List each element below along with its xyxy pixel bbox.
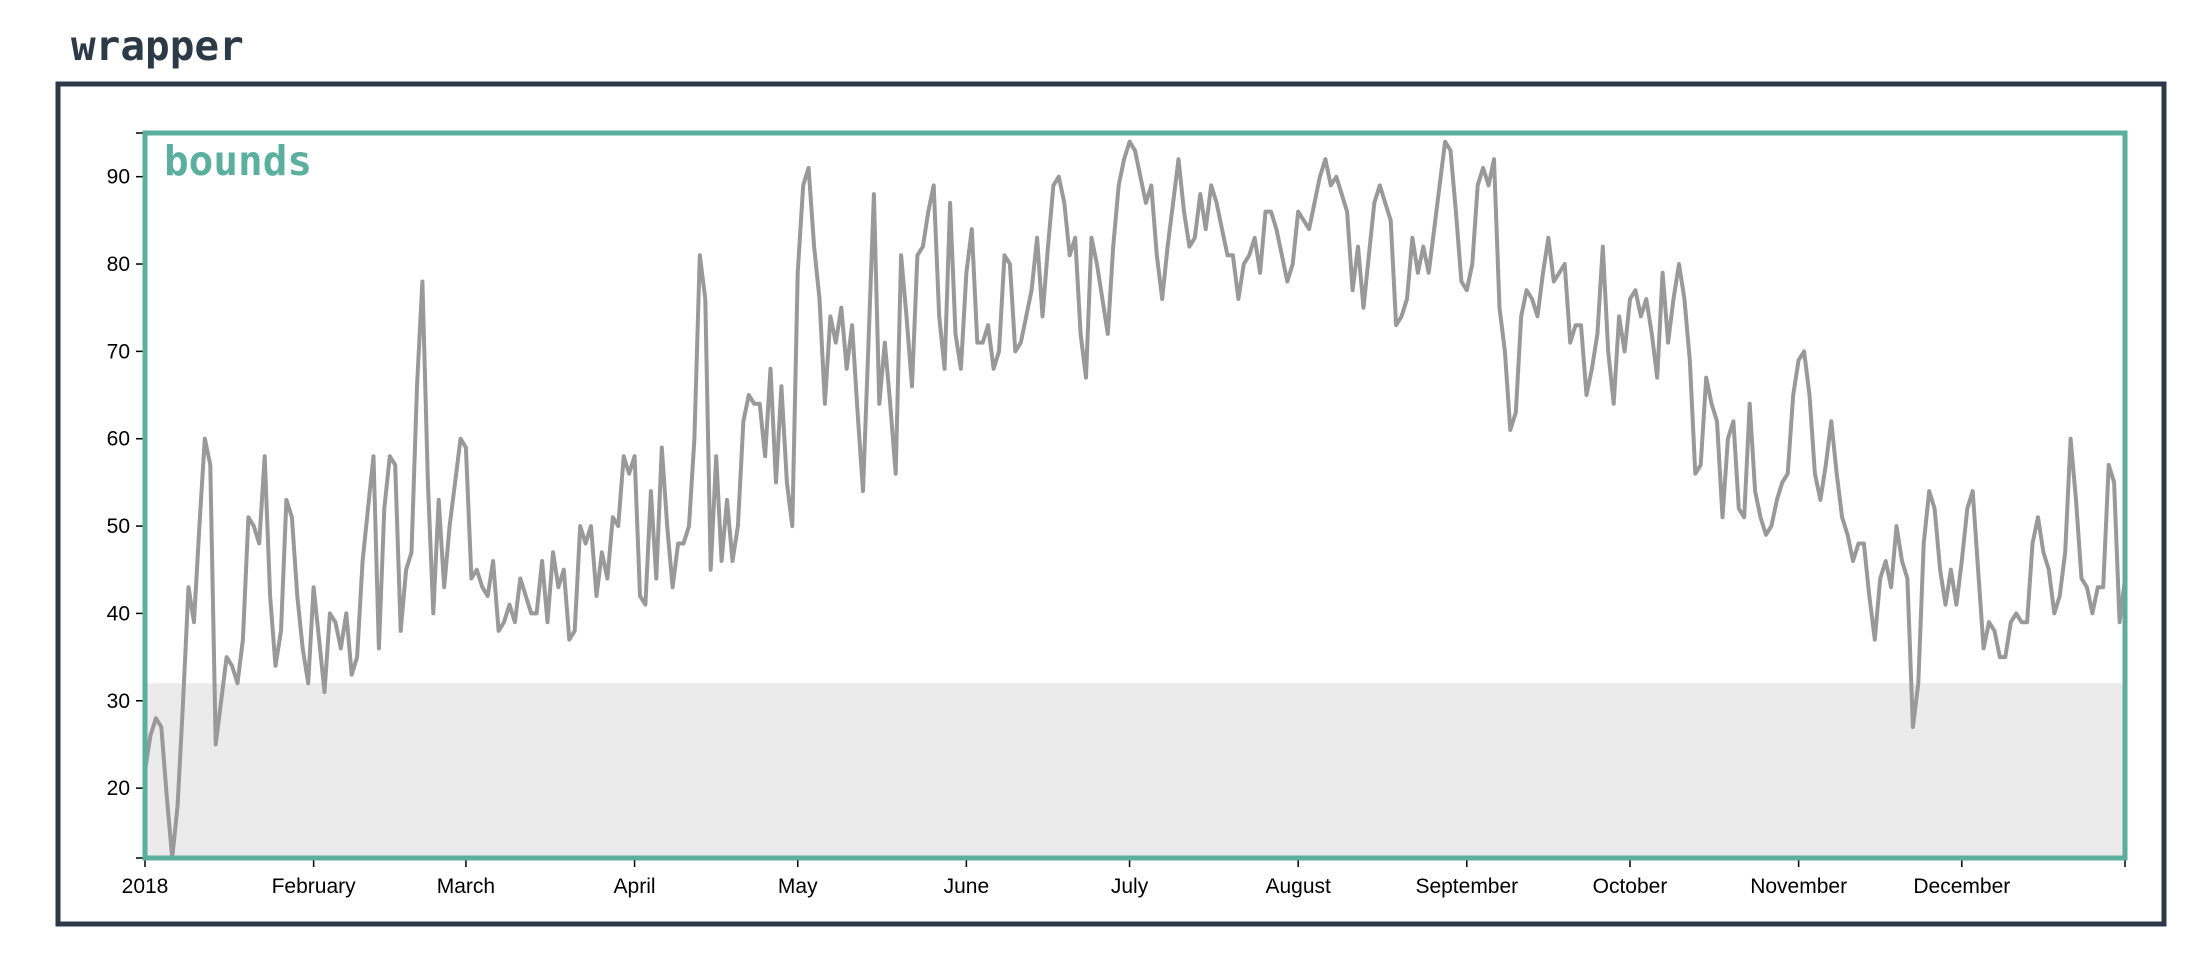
x-tick-label: December: [1913, 875, 2010, 898]
x-tick-label: May: [778, 875, 818, 898]
y-tick-label: 20: [107, 777, 130, 800]
x-tick-label: April: [614, 875, 656, 898]
x-tick-label: 2018: [122, 875, 169, 898]
y-tick-label: 30: [107, 690, 130, 713]
x-tick-label: June: [944, 875, 990, 898]
y-tick-label: 70: [107, 340, 130, 363]
y-tick-label: 80: [107, 253, 130, 276]
x-tick-label: March: [437, 875, 495, 898]
x-tick-label: November: [1750, 875, 1847, 898]
y-tick-label: 50: [107, 515, 130, 538]
x-tick-label: August: [1265, 875, 1331, 898]
x-tick-label: September: [1415, 875, 1518, 898]
x-tick-label: October: [1593, 875, 1668, 898]
x-axis: 2018 February March April May June July August S…: [122, 857, 2126, 898]
y-tick-label: 90: [107, 166, 130, 189]
y-axis: 20 30 40 50 60 70 80 90: [107, 132, 146, 859]
wrapper-frame: [55, 81, 2167, 927]
x-tick-label: July: [1111, 875, 1149, 898]
bounds-label: bounds: [164, 137, 312, 185]
bounds-frame: [142, 130, 2128, 861]
series-lines: [143, 139, 2127, 860]
series-line: [143, 139, 2127, 860]
y-tick-label: 60: [107, 428, 130, 451]
x-tick-label: February: [272, 875, 357, 898]
y-tick-label: 40: [107, 602, 130, 625]
freezing-band: [145, 683, 2125, 858]
wrapper-label: wrapper: [71, 22, 244, 70]
